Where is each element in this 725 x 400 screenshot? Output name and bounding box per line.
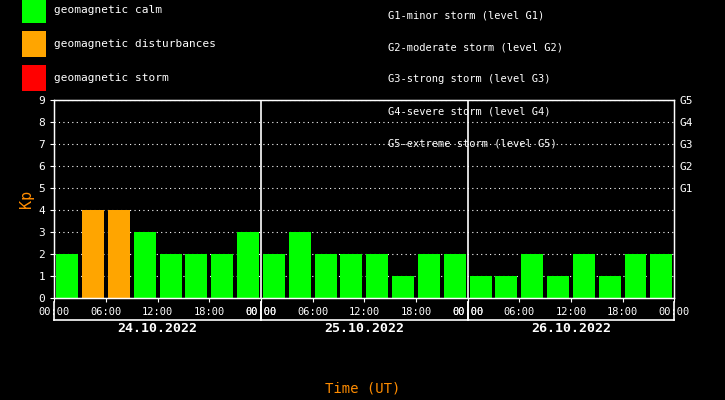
Bar [315,254,336,298]
Bar [57,254,78,298]
Bar [134,232,156,298]
Bar [521,254,543,298]
Text: G3-strong storm (level G3): G3-strong storm (level G3) [388,74,550,84]
Bar [650,254,672,298]
Text: geomagnetic calm: geomagnetic calm [54,5,162,15]
Text: 26.10.2022: 26.10.2022 [531,322,611,335]
Bar [392,276,414,298]
Bar [599,276,621,298]
Text: geomagnetic storm: geomagnetic storm [54,73,169,83]
Bar [263,254,285,298]
Bar [470,276,492,298]
Text: G1-minor storm (level G1): G1-minor storm (level G1) [388,10,544,20]
Bar [573,254,594,298]
Text: 25.10.2022: 25.10.2022 [324,322,405,335]
Bar [547,276,569,298]
Text: G2-moderate storm (level G2): G2-moderate storm (level G2) [388,42,563,52]
Bar [108,210,130,298]
Bar [444,254,465,298]
Text: Time (UT): Time (UT) [325,382,400,396]
Bar [82,210,104,298]
Bar [418,254,440,298]
Bar [160,254,181,298]
Text: G4-severe storm (level G4): G4-severe storm (level G4) [388,106,550,116]
Text: geomagnetic disturbances: geomagnetic disturbances [54,39,216,49]
Bar [624,254,647,298]
Bar [211,254,233,298]
Bar [341,254,362,298]
Bar [289,232,311,298]
Bar [186,254,207,298]
Bar [495,276,518,298]
Bar [366,254,388,298]
Text: 24.10.2022: 24.10.2022 [117,322,198,335]
Bar [237,232,259,298]
Text: G5-extreme storm (level G5): G5-extreme storm (level G5) [388,138,557,148]
Y-axis label: Kp: Kp [20,190,34,208]
